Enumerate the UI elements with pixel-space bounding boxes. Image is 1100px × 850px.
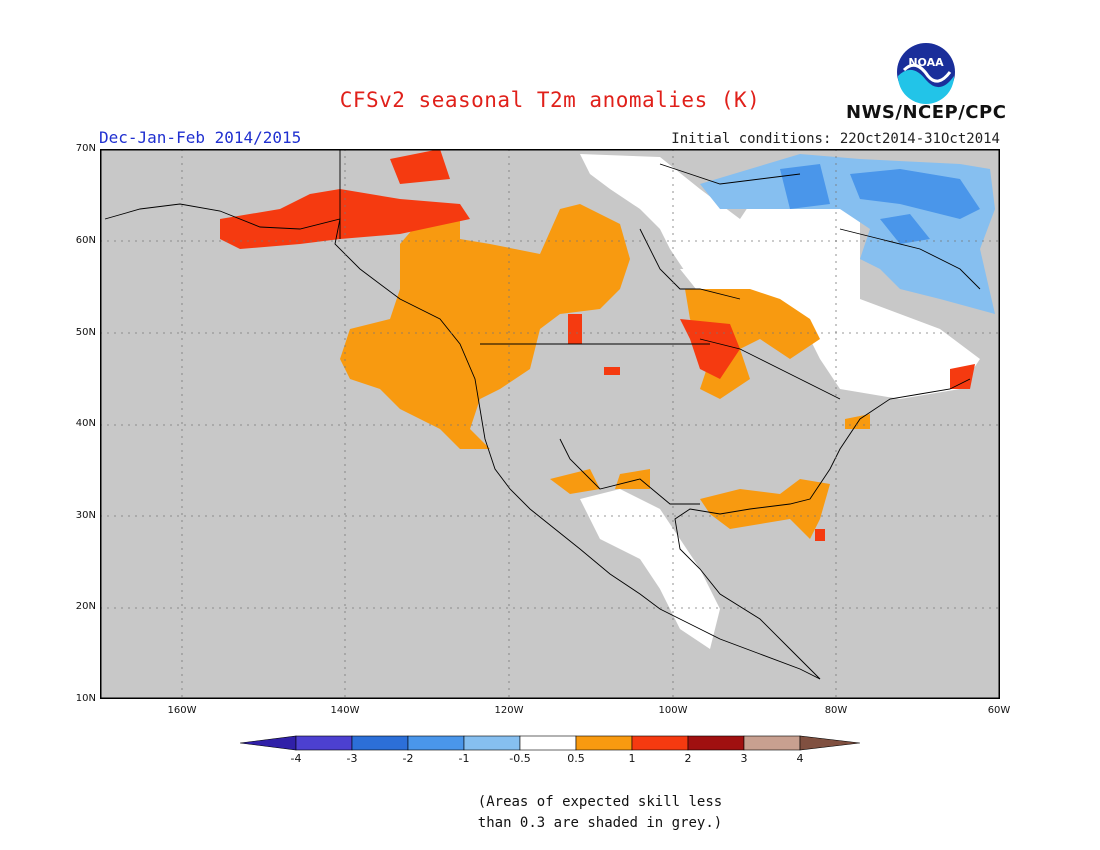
colorbar-label: 3 [740,752,748,765]
colorbar-segment [407,735,465,751]
colorbar-label: 1 [628,752,636,765]
y-tick: 30N [75,510,96,521]
skill-note-line1: (Areas of expected skill less [477,794,723,810]
colorbar-label: 2 [684,752,692,765]
colorbar-segment [799,735,860,751]
x-tick: 100W [658,705,688,716]
colorbar-segment [687,735,745,751]
colorbar-segment [463,735,521,751]
x-tick: 160W [167,705,197,716]
colorbar-label: -0.5 [509,752,531,765]
logo-text: NOAA [908,56,944,69]
agency-label: NWS/NCEP/CPC [846,102,1007,123]
x-tick: 120W [494,705,524,716]
y-tick: 60N [75,235,96,246]
colorbar-segment [743,735,801,751]
colorbar-label: -4 [290,752,302,765]
skill-note: (Areas of expected skill less than 0.3 a… [440,792,760,834]
y-tick: 10N [75,693,96,704]
orange-regions [340,204,870,539]
colorbar-label: 0.5 [567,752,585,765]
x-tick: 80W [824,705,848,716]
colorbar-label: -3 [346,752,358,765]
colorbar-label: -1 [458,752,470,765]
y-tick: 50N [75,327,96,338]
initial-conditions-label: Initial conditions: 22Oct2014-31Oct2014 [671,131,1000,147]
colorbar-segment [351,735,409,751]
colorbar-label: -2 [402,752,414,765]
colorbar-segment [575,735,633,751]
y-tick: 40N [75,418,96,429]
chart-title: CFSv2 seasonal T2m anomalies (K) [339,88,761,112]
noaa-logo: NOAA [895,41,957,104]
y-tick: 20N [75,601,96,612]
grid-lines [100,149,1000,699]
colorbar-segment [240,735,297,751]
anomaly-map [100,149,1000,699]
x-tick: 60W [987,705,1011,716]
colorbar-label: 4 [796,752,804,765]
x-tick: 140W [330,705,360,716]
coastlines [104,149,981,680]
skill-note-line2: than 0.3 are shaded in grey.) [477,815,723,831]
colorbar-segment [519,735,577,751]
color-scale-bar [240,735,860,751]
colorbar-segment [295,735,353,751]
season-label: Dec-Jan-Feb 2014/2015 [99,128,302,147]
colorbar-segment [631,735,689,751]
y-tick: 70N [75,143,96,154]
